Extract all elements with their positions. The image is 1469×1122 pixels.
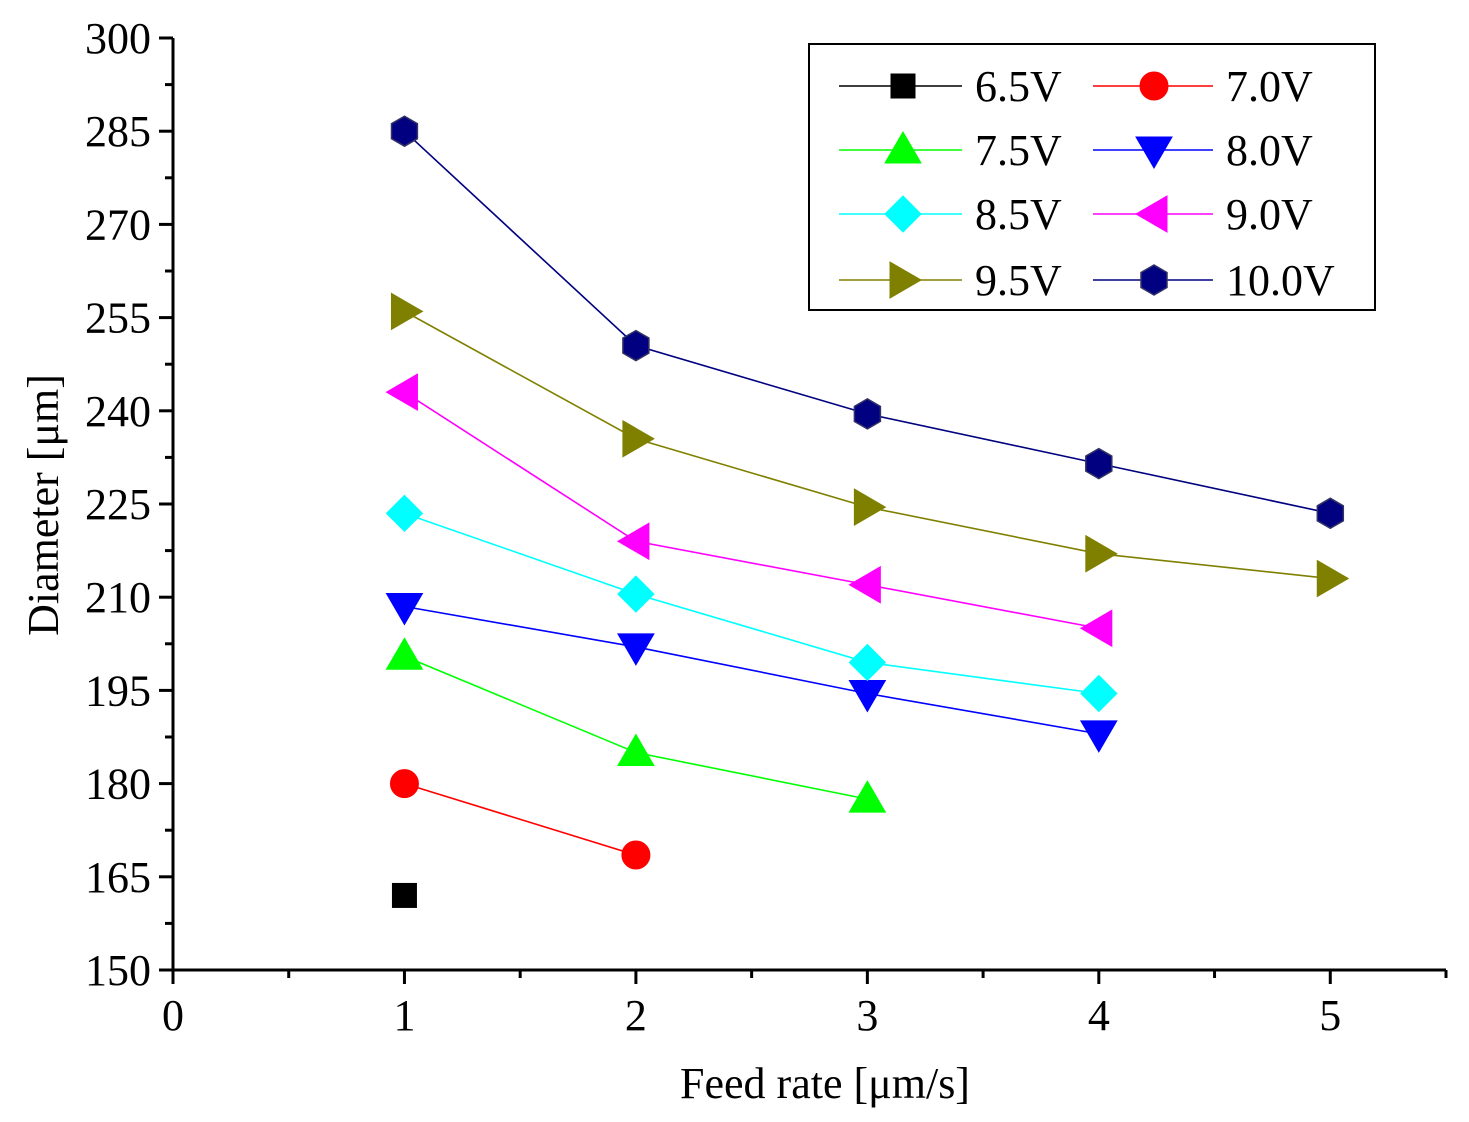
data-point-9-0v bbox=[616, 522, 650, 561]
legend-label-8-5v: 8.5V bbox=[975, 190, 1062, 239]
data-point-10-0v bbox=[1085, 447, 1113, 480]
legend-label-6-5v: 6.5V bbox=[975, 62, 1062, 111]
legend-label-8-0v: 8.0V bbox=[1226, 126, 1313, 175]
data-point-7-0v bbox=[389, 769, 419, 799]
x-tick-label: 4 bbox=[1088, 991, 1110, 1040]
series-line-8-5v bbox=[404, 512, 1099, 695]
axes bbox=[159, 36, 1448, 984]
data-point-10-0v bbox=[390, 115, 419, 148]
legend-marker-7-5v bbox=[884, 131, 922, 164]
data-point-7-5v bbox=[385, 637, 424, 670]
series-line-9-0v bbox=[404, 391, 1099, 630]
data-point-7-0v bbox=[621, 840, 651, 870]
legend-label-7-0v: 7.0V bbox=[1226, 62, 1313, 111]
y-tick-label: 150 bbox=[85, 946, 151, 995]
x-tick-label: 0 bbox=[162, 991, 184, 1040]
x-tick-label: 1 bbox=[393, 991, 415, 1040]
y-tick-label: 195 bbox=[85, 666, 151, 715]
data-point-8-5v bbox=[617, 575, 655, 613]
series-line-8-0v bbox=[404, 605, 1099, 735]
data-point-8-0v bbox=[617, 633, 655, 666]
data-point-9-0v bbox=[848, 565, 881, 604]
data-point-7-5v bbox=[617, 733, 655, 767]
legend-marker-9-0v bbox=[1135, 195, 1168, 233]
series-line-7-0v bbox=[404, 782, 637, 856]
legend-label-10-0v: 10.0V bbox=[1226, 256, 1335, 305]
data-point-6-5v bbox=[391, 882, 417, 908]
y-tick-label: 255 bbox=[85, 294, 151, 343]
legend-marker-6-5v bbox=[890, 73, 916, 99]
data-point-10-0v bbox=[1316, 497, 1345, 530]
legend-marker-8-0v bbox=[1135, 136, 1173, 169]
data-point-8-5v bbox=[385, 494, 424, 533]
tick-labels: 150 165 180 195 210 225 240 255 270 285 300 0 1 2 3 4 5 bbox=[85, 14, 1341, 1040]
y-tick-label: 180 bbox=[85, 760, 151, 809]
x-axis-title: Feed rate [μm/s] bbox=[680, 1059, 970, 1108]
y-tick-label: 240 bbox=[85, 387, 151, 436]
series-markers bbox=[385, 115, 1350, 908]
series-line-7-5v bbox=[404, 655, 868, 800]
y-tick-label: 165 bbox=[85, 853, 151, 902]
data-point-8-0v bbox=[385, 593, 424, 626]
x-tick-label: 3 bbox=[856, 991, 878, 1040]
legend-label-7-5v: 7.5V bbox=[975, 126, 1062, 175]
y-tick-label: 225 bbox=[85, 480, 151, 529]
legend-marker-9-5v bbox=[889, 261, 922, 299]
legend-marker-7-0v bbox=[1139, 71, 1169, 101]
y-axis-title: Diameter [μm] bbox=[19, 374, 68, 636]
legend-label-9-5v: 9.5V bbox=[975, 256, 1062, 305]
data-point-10-0v bbox=[622, 329, 650, 362]
data-point-8-5v bbox=[848, 643, 887, 682]
y-tick-label: 210 bbox=[85, 573, 151, 622]
data-point-9-5v bbox=[1085, 534, 1118, 573]
y-tick-label: 285 bbox=[85, 107, 151, 156]
series-line-9-5v bbox=[404, 310, 1331, 580]
x-tick-label: 5 bbox=[1319, 991, 1341, 1040]
y-tick-label: 270 bbox=[85, 200, 151, 249]
y-tick-label: 300 bbox=[85, 14, 151, 63]
x-tick-label: 2 bbox=[625, 991, 647, 1040]
data-point-8-0v bbox=[1079, 720, 1118, 753]
data-point-9-0v bbox=[385, 373, 418, 412]
data-point-9-0v bbox=[1079, 609, 1113, 648]
legend-marker-10-0v bbox=[1140, 264, 1168, 296]
legend: 6.5V 7.0V 7.5V 8.0V 8.5V 9.0V 9.5V 10.0V bbox=[808, 43, 1376, 311]
data-point-9-5v bbox=[622, 419, 655, 458]
data-point-9-5v bbox=[1316, 559, 1350, 598]
data-point-9-5v bbox=[853, 488, 887, 526]
data-point-9-5v bbox=[390, 292, 424, 331]
legend-label-9-0v: 9.0V bbox=[1226, 190, 1313, 239]
data-point-10-0v bbox=[853, 398, 882, 430]
data-point-8-5v bbox=[1080, 674, 1118, 713]
data-point-7-5v bbox=[848, 780, 887, 813]
legend-marker-8-5v bbox=[884, 195, 922, 233]
